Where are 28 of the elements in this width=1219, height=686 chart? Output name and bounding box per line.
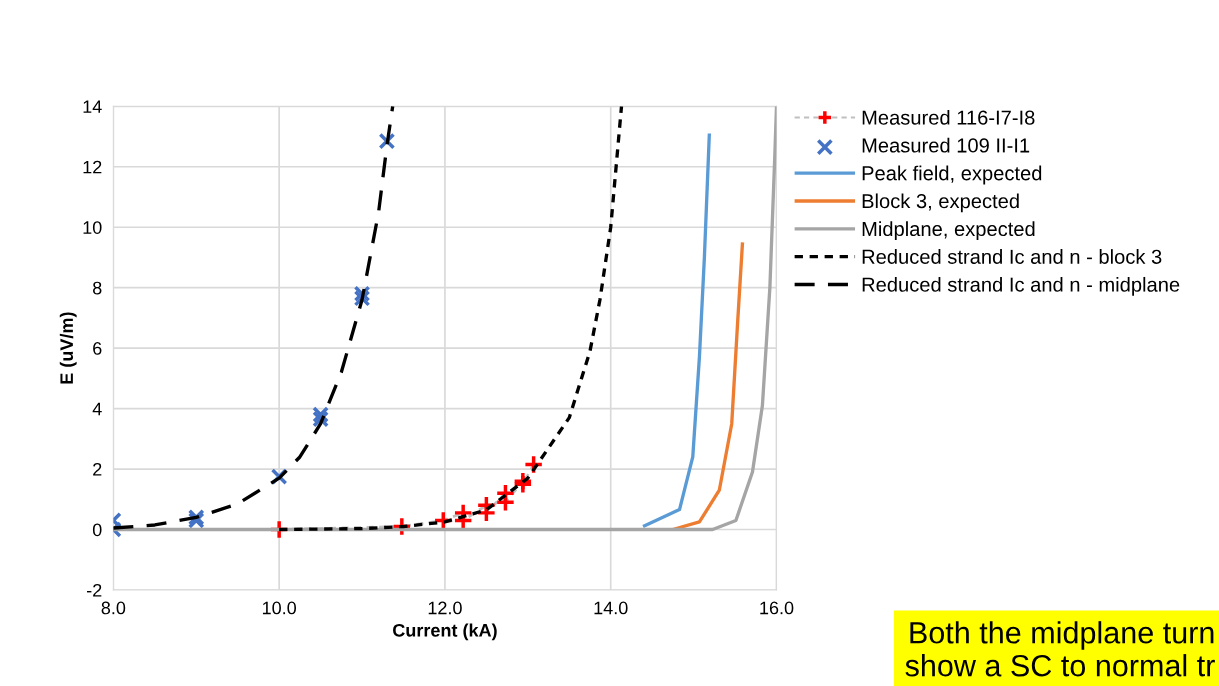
line-series [113,106,395,530]
y-tick-label: 12 [83,160,102,174]
x-tick-label: 14.0 [594,601,628,615]
x-tick-label: 8.0 [101,601,126,615]
text: Both the midplane turn show a SC to normal tr [905,621,1215,677]
y-tick-label: 8 [93,281,102,295]
y-axis-title: E (uV/m) [59,312,77,384]
x-tick-label: 10.0 [262,601,297,615]
legend-label: Block 3, expected [862,193,1019,213]
line-series [277,106,624,532]
y-tick-label: 14 [83,100,102,113]
point [495,492,516,513]
x-axis-title: Current (kA) [393,623,497,641]
legend-label: Measured 109 II-I1 [862,137,1030,153]
x-tick-label: 12.0 [428,601,462,615]
y-tick-label: -2 [87,583,102,597]
y-tick-label: 10 [83,221,102,234]
y-tick-label: 0 [92,523,102,537]
legend-label: Measured 116-I7-I8 [862,109,1035,125]
y-tick-label: 4 [92,402,102,416]
line-series [641,131,712,529]
legend-label: Peak field, expected [862,165,1042,185]
legend-label: Reduced strand Ic and n - block 3 [862,249,1162,264]
y-tick-label: 2 [93,462,102,476]
legend-label: Midplane, expected [862,221,1035,241]
y-tick-label: 6 [93,342,102,355]
legend-label: Reduced strand Ic and n - midplane [862,276,1180,296]
x-tick-label: 16.0 [760,601,794,615]
